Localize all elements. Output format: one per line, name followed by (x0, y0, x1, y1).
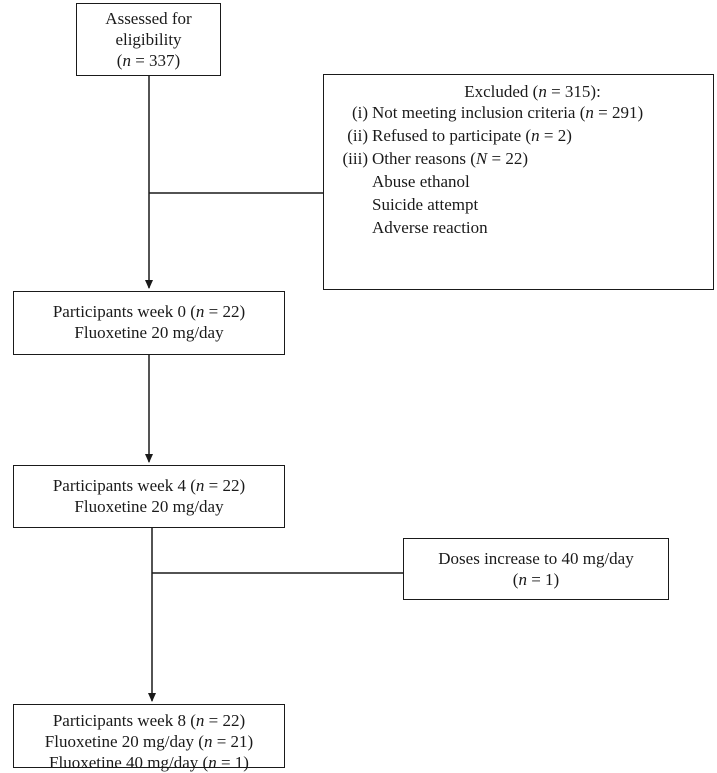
week4-box: Participants week 4 (n = 22) Fluoxetine … (13, 465, 285, 528)
excluded-item: (i) Not meeting inclusion criteria (n = … (324, 102, 713, 125)
assessed-line-2: eligibility (115, 30, 182, 49)
excluded-item: (iii) Other reasons (N = 22) (324, 148, 713, 171)
dose-increase-text: Doses increase to 40 mg/day (438, 549, 634, 568)
excluded-item-number: (ii) (347, 126, 368, 145)
assessed-line-1: Assessed for (105, 9, 192, 28)
week4-dose: Fluoxetine 20 mg/day (74, 497, 224, 516)
assessed-count: (n = 337) (116, 51, 181, 70)
excluded-reason-text: Abuse ethanol (372, 172, 470, 191)
dose-increase-count: (n = 1) (512, 570, 560, 589)
excluded-item: (ii) Refused to participate (n = 2) (324, 125, 713, 148)
week4-participants: Participants week 4 (n = 22) (52, 476, 246, 495)
dose-increase-box: Doses increase to 40 mg/day (n = 1) (403, 538, 669, 600)
excluded-item-number: (i) (351, 103, 368, 122)
week8-dose-40: Fluoxetine 40 mg/day (n = 1) (49, 753, 249, 772)
week0-box: Participants week 0 (n = 22) Fluoxetine … (13, 291, 285, 355)
excluded-reason: Adverse reaction (324, 217, 713, 240)
assessed-box: Assessed for eligibility (n = 337) (76, 3, 221, 76)
week8-box: Participants week 8 (n = 22) Fluoxetine … (13, 704, 285, 772)
week8-dose-20: Fluoxetine 20 mg/day (n = 21) (44, 732, 254, 751)
excluded-reason-text: Suicide attempt (372, 195, 479, 214)
flow-connectors (145, 76, 403, 702)
week0-dose: Fluoxetine 20 mg/day (74, 323, 224, 342)
excluded-reason-text: Adverse reaction (372, 218, 488, 237)
excluded-item-text: Not meeting inclusion criteria (n = 291) (372, 103, 644, 122)
excluded-title: Excluded (n = 315): (464, 82, 601, 101)
excluded-reason: Abuse ethanol (324, 171, 713, 194)
excluded-item-text: Other reasons (N = 22) (372, 149, 528, 168)
excluded-item-number: (iii) (342, 149, 369, 168)
week0-participants: Participants week 0 (n = 22) (52, 302, 246, 321)
excluded-item-text: Refused to participate (n = 2) (372, 126, 572, 145)
excluded-box: Excluded (n = 315): (i) Not meeting incl… (323, 74, 714, 290)
excluded-reason: Suicide attempt (324, 194, 713, 217)
week8-participants: Participants week 8 (n = 22) (52, 711, 246, 730)
